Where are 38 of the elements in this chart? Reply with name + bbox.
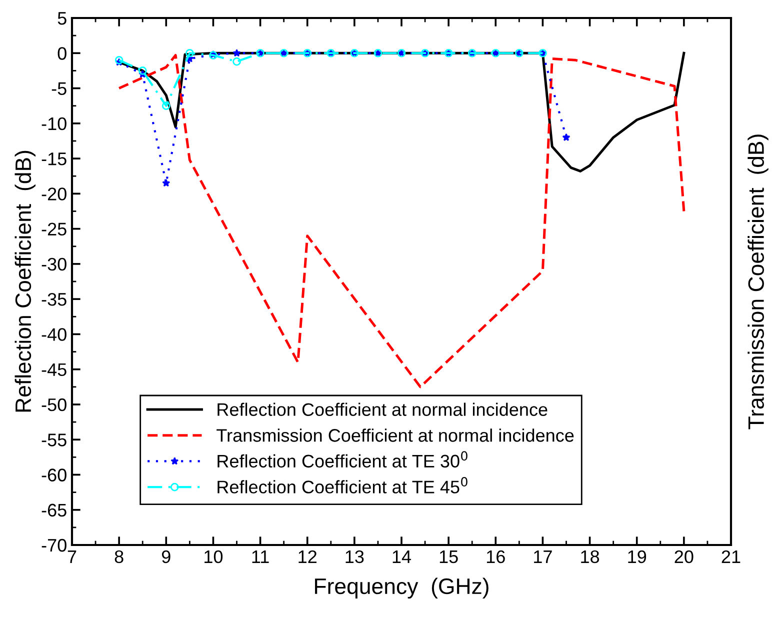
x-tick-label: 7 xyxy=(68,550,76,563)
y-tick-label: -40 xyxy=(42,328,66,341)
y-tick-label: -25 xyxy=(42,222,66,236)
x-tick-label: 11 xyxy=(252,550,269,563)
y-tick-label: -45 xyxy=(42,363,66,376)
y-tick-label: -30 xyxy=(42,258,66,271)
y-tick-label: -5 xyxy=(52,82,66,95)
legend-label: Reflection Coefficient at TE 45$^{0}$ xyxy=(218,476,468,494)
legend-label: Reflection Coefficient at normal incidence xyxy=(218,402,548,416)
y-tick-label: 5 xyxy=(58,12,66,25)
x-tick-label: 8 xyxy=(114,550,124,564)
x-tick-label: 15 xyxy=(440,550,458,564)
y-tick-label: -60 xyxy=(42,468,66,482)
x-tick-label: 19 xyxy=(628,550,646,564)
y-tick-label: -10 xyxy=(42,117,66,130)
x-tick-label: 10 xyxy=(204,550,223,564)
legend-label: Transmission Coefficient at normal incidence xyxy=(216,428,574,442)
y-tick-label: -70 xyxy=(42,538,66,552)
legend-label: Reflection Coefficient at TE 30$^{0}$ xyxy=(218,451,468,468)
x-tick-label: 9 xyxy=(162,550,170,564)
x-tick-label: 16 xyxy=(486,550,505,564)
x-tick-label: 20 xyxy=(674,550,694,564)
y2-axis-title: Transmission Coefficient (dB) xyxy=(748,134,768,430)
x-tick-label: 14 xyxy=(392,550,412,563)
x-axis-title: Frequency (GHz) xyxy=(315,578,488,599)
x-tick-label: 21 xyxy=(722,550,740,563)
y-tick-label: -50 xyxy=(42,398,66,412)
y-tick-label: -55 xyxy=(42,434,66,446)
y-axis-title: Reflection Coefficient (dB) xyxy=(14,150,36,412)
y-tick-label: -20 xyxy=(42,188,66,200)
x-tick-label: 12 xyxy=(298,550,316,563)
y-tick-label: -65 xyxy=(42,504,66,517)
y-tick-label: 0 xyxy=(58,47,66,60)
y-tick-label: -35 xyxy=(42,293,66,306)
x-tick-label: 17 xyxy=(534,550,552,563)
x-tick-label: 18 xyxy=(581,550,600,564)
x-tick-label: 13 xyxy=(346,550,364,564)
y-tick-label: -15 xyxy=(42,152,66,166)
